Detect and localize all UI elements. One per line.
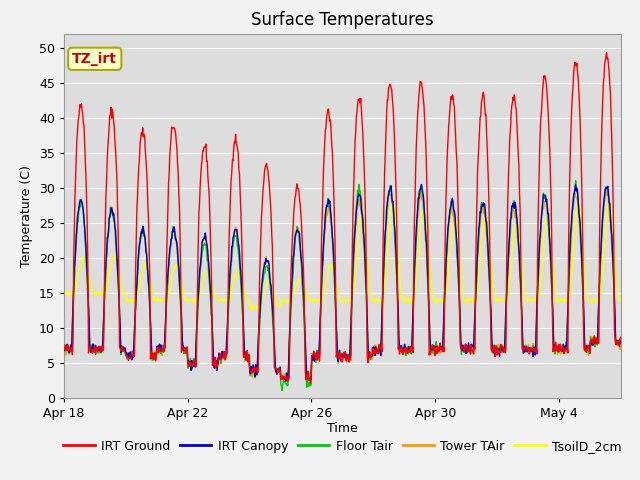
IRT Canopy: [263, 258, 271, 264]
Line: TsoilD_2cm: TsoilD_2cm: [64, 202, 621, 310]
Tower TAir: [304, 379, 312, 385]
IRT Ground: [60, 345, 68, 351]
Tower TAir: [263, 256, 271, 262]
Tower TAir: [617, 335, 625, 340]
Tower TAir: [80, 216, 88, 222]
IRT Canopy: [293, 228, 301, 233]
Tower TAir: [60, 347, 68, 352]
TsoilD_2cm: [191, 295, 199, 301]
IRT Ground: [80, 123, 88, 129]
TsoilD_2cm: [60, 289, 68, 295]
IRT Canopy: [282, 378, 290, 384]
IRT Ground: [307, 381, 314, 386]
IRT Ground: [617, 335, 625, 340]
Floor Tair: [511, 198, 518, 204]
IRT Canopy: [376, 348, 384, 354]
Line: Tower TAir: Tower TAir: [64, 190, 621, 382]
TsoilD_2cm: [80, 255, 88, 261]
Line: IRT Canopy: IRT Canopy: [64, 184, 621, 381]
IRT Ground: [511, 92, 518, 98]
TsoilD_2cm: [264, 278, 271, 284]
Y-axis label: Temperature (C): Temperature (C): [20, 165, 33, 267]
TsoilD_2cm: [293, 280, 301, 286]
Floor Tair: [278, 387, 286, 393]
Floor Tair: [572, 178, 579, 183]
X-axis label: Time: Time: [327, 422, 358, 435]
Tower TAir: [604, 187, 611, 193]
IRT Ground: [263, 160, 271, 166]
Floor Tair: [80, 216, 88, 222]
IRT Canopy: [80, 216, 88, 222]
IRT Ground: [292, 186, 300, 192]
IRT Canopy: [417, 181, 425, 187]
Title: Surface Temperatures: Surface Temperatures: [251, 11, 434, 29]
Tower TAir: [292, 228, 300, 234]
Tower TAir: [191, 362, 199, 368]
Line: Floor Tair: Floor Tair: [64, 180, 621, 390]
IRT Ground: [603, 50, 611, 56]
Floor Tair: [191, 359, 199, 365]
Tower TAir: [511, 203, 518, 209]
Floor Tair: [617, 340, 625, 346]
Floor Tair: [263, 264, 271, 269]
IRT Ground: [376, 347, 384, 352]
Floor Tair: [376, 341, 384, 347]
TsoilD_2cm: [388, 199, 396, 204]
Text: TZ_irt: TZ_irt: [72, 52, 117, 66]
IRT Ground: [191, 358, 199, 363]
Floor Tair: [60, 346, 68, 351]
Floor Tair: [293, 224, 301, 229]
IRT Canopy: [511, 199, 519, 205]
Tower TAir: [376, 351, 384, 357]
IRT Canopy: [191, 358, 199, 363]
TsoilD_2cm: [376, 297, 384, 302]
IRT Canopy: [617, 337, 625, 343]
Legend: IRT Ground, IRT Canopy, Floor Tair, Tower TAir, TsoilD_2cm: IRT Ground, IRT Canopy, Floor Tair, Towe…: [58, 435, 627, 458]
TsoilD_2cm: [617, 298, 625, 303]
IRT Canopy: [60, 348, 68, 354]
Line: IRT Ground: IRT Ground: [64, 53, 621, 384]
TsoilD_2cm: [247, 307, 255, 312]
TsoilD_2cm: [511, 224, 519, 229]
